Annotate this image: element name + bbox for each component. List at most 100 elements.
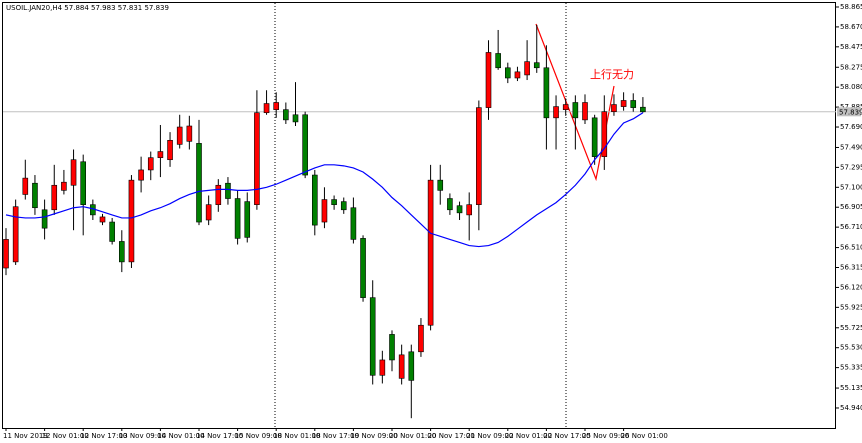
candle-body (620, 100, 627, 107)
candle-body (611, 104, 617, 113)
y-tick-label: 57.295 (840, 163, 862, 171)
candle-body (504, 67, 511, 79)
candle-body (389, 334, 395, 361)
candle-body (109, 221, 115, 242)
candle-body (283, 109, 289, 121)
candle-body (495, 53, 501, 69)
x-tick-label: 12 Nov 01:00 (42, 432, 89, 440)
candle-body (167, 140, 173, 161)
candle-body (176, 126, 183, 145)
candle-body (292, 114, 299, 123)
candle-body (302, 114, 308, 176)
x-tick-label: 11 Nov 2019 (3, 432, 48, 440)
candle-body (456, 205, 463, 214)
candle-body (591, 117, 598, 157)
moving-average (5, 112, 644, 248)
candle-body (437, 179, 444, 191)
y-tick-label: 54.940 (840, 404, 862, 412)
candle-body (157, 151, 164, 158)
annotation: 上行无力 (590, 68, 634, 81)
x-tick-label: 22 Nov 17:00 (543, 432, 590, 440)
candle-body (476, 107, 482, 205)
candle-body (533, 62, 540, 69)
last-price-label: 57.839 (839, 108, 862, 116)
candle-body (398, 354, 405, 379)
candle-body (466, 204, 473, 216)
y-tick-label: 56.510 (840, 244, 862, 252)
x-tick-label: 14 Nov 17:00 (196, 432, 243, 440)
candle-body (12, 206, 19, 263)
y-tick-label: 57.490 (840, 143, 862, 151)
y-tick-label: 56.120 (840, 283, 862, 291)
candle-body (562, 104, 569, 110)
y-tick-label: 56.315 (840, 264, 862, 272)
candle-body (147, 157, 154, 171)
candle-body (340, 201, 347, 211)
candle-body (225, 182, 231, 199)
candle-body (553, 106, 559, 119)
candle-body (350, 207, 357, 240)
y-tick-label: 57.885 (840, 103, 862, 111)
candle-body (582, 102, 588, 121)
x-tick-label: 19 Nov 09:00 (350, 432, 397, 440)
candle-body (360, 238, 366, 298)
candle-body (254, 112, 260, 205)
candle-body (601, 111, 608, 157)
candle-body (543, 67, 550, 119)
candle-body (485, 52, 492, 108)
y-tick-label: 55.925 (840, 303, 862, 311)
candle-body (186, 125, 193, 142)
candle-body (22, 177, 29, 195)
candle-body (331, 199, 337, 205)
last-price-box (837, 107, 861, 117)
candle-body (41, 209, 48, 229)
y-tick-label: 55.335 (840, 364, 862, 372)
y-tick-label: 58.475 (840, 43, 862, 51)
candle-body (640, 106, 646, 113)
candle-body (418, 324, 424, 353)
candle-body (514, 71, 521, 79)
x-tick-label: 25 Nov 09:00 (582, 432, 629, 440)
x-tick-label: 22 Nov 01:00 (505, 432, 552, 440)
candle-body (70, 159, 77, 186)
candle-body (205, 204, 212, 221)
y-tick-label: 58.275 (840, 63, 862, 71)
y-tick-label: 57.690 (840, 123, 862, 131)
x-tick-label: 20 Nov 01:00 (389, 432, 436, 440)
candle-body (379, 359, 386, 376)
candle-body (408, 351, 415, 381)
x-tick-label: 18 Nov 01:00 (273, 432, 320, 440)
candle-body (119, 241, 125, 263)
y-tick-label: 55.725 (840, 324, 862, 332)
y-tick-label: 58.670 (840, 23, 862, 31)
plot-frame (2, 2, 836, 429)
x-tick-label: 12 Nov 17:00 (80, 432, 127, 440)
y-tick-label: 58.865 (840, 3, 862, 11)
y-tick-label: 57.100 (840, 183, 862, 191)
y-tick-label: 56.710 (840, 223, 862, 231)
candle-body (80, 161, 86, 205)
x-tick-label: 18 Nov 17:00 (312, 432, 359, 440)
y-tick-label: 55.530 (840, 344, 862, 352)
candle-body (196, 143, 202, 223)
candle-body (51, 184, 58, 211)
candle-body (128, 179, 135, 263)
candle-body (369, 297, 376, 376)
candle-body (32, 182, 38, 209)
candle-body (447, 198, 453, 211)
x-tick-label: 26 Nov 01:00 (621, 432, 668, 440)
candle-body (427, 179, 434, 326)
x-tick-label: 14 Nov 01:00 (157, 432, 204, 440)
candle-body (234, 198, 241, 239)
candle-body (572, 102, 579, 119)
candle-body (311, 174, 318, 226)
candle-body (244, 201, 251, 238)
x-tick-label: 15 Nov 09:00 (235, 432, 282, 440)
candle-body (3, 239, 9, 269)
x-tick-label: 21 Nov 09:00 (466, 432, 513, 440)
candle-body (321, 199, 328, 223)
candle-body (273, 102, 280, 110)
candle-body (263, 103, 270, 114)
x-tick-label: 13 Nov 09:00 (119, 432, 166, 440)
candle-body (215, 184, 222, 205)
